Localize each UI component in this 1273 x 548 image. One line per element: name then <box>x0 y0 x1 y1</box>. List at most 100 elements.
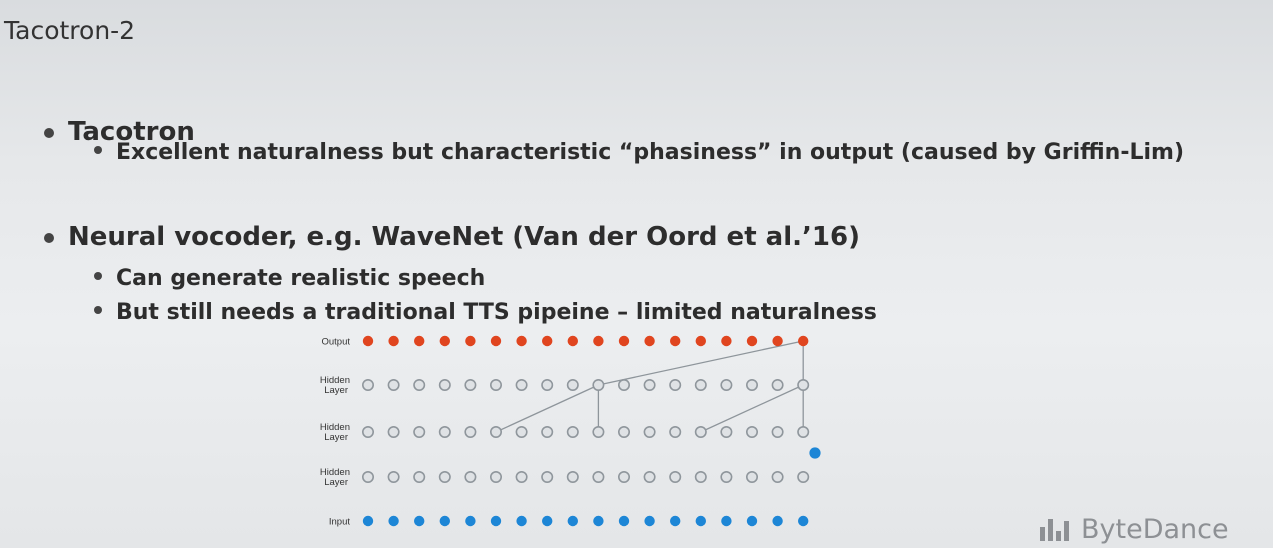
hidden-node <box>771 378 784 391</box>
bullet-text: Excellent naturalness but characteristic… <box>116 140 1184 165</box>
output-node <box>721 335 732 347</box>
hidden-node <box>669 378 682 391</box>
input-node <box>593 515 604 527</box>
input-node <box>465 515 476 527</box>
hidden-node <box>387 471 400 484</box>
output-node <box>490 335 502 347</box>
output-node <box>695 335 706 347</box>
output-node <box>746 335 758 347</box>
layer-label: Input <box>329 517 350 528</box>
input-node <box>798 515 809 527</box>
bullet-text: Can generate realistic speech <box>116 266 486 291</box>
input-node <box>414 515 425 527</box>
hidden-node <box>361 471 374 484</box>
hidden-node <box>566 426 579 439</box>
hidden-node <box>566 471 579 484</box>
output-node <box>670 335 681 347</box>
layer-label: Hidden Layer <box>320 467 350 488</box>
hidden-node <box>387 378 400 391</box>
input-node <box>695 515 706 527</box>
hidden-node <box>745 471 758 484</box>
bullet-dot <box>94 306 102 314</box>
hidden-node <box>490 378 503 391</box>
output-node <box>772 335 783 347</box>
hidden-node <box>541 378 554 391</box>
hidden-node <box>720 471 733 484</box>
input-node <box>644 515 655 527</box>
hidden-node <box>592 471 605 484</box>
input-node <box>439 515 450 527</box>
wavenet-dilated-causal-diagram: Output Hidden Layer Hidden Layer Hidden Layer I… <box>320 335 821 528</box>
hidden-node <box>745 426 758 439</box>
hidden-node <box>694 378 707 391</box>
hidden-node <box>464 471 477 484</box>
hidden-node <box>464 426 477 439</box>
bullet-text: But still needs a traditional TTS pipein… <box>116 300 877 325</box>
layer-label: Hidden Layer <box>320 375 350 396</box>
hidden-node <box>643 471 656 484</box>
bullet-text: Neural vocoder, e.g. WaveNet (Van der Oo… <box>68 222 860 252</box>
bullet-neural-vocoder: Neural vocoder, e.g. WaveNet (Van der Oo… <box>44 222 860 252</box>
hidden-node <box>617 426 630 439</box>
connection-line <box>495 384 599 433</box>
hidden-node <box>490 426 503 439</box>
hidden-node <box>387 426 400 439</box>
hidden-node <box>361 378 374 391</box>
layer-label: Hidden Layer <box>320 422 350 443</box>
hidden-node <box>438 378 451 391</box>
input-node <box>618 515 630 527</box>
hidden-node <box>592 378 605 391</box>
layer-label: Output <box>321 337 350 348</box>
sub-bullet-realistic-speech: Can generate realistic speech <box>94 262 485 296</box>
input-node <box>567 515 578 527</box>
connection-line <box>598 340 804 386</box>
hidden-node <box>720 378 733 391</box>
sub-bullet-tts-pipeline: But still needs a traditional TTS pipein… <box>94 296 877 330</box>
hidden-node <box>694 426 707 439</box>
hidden-node <box>566 378 579 391</box>
hidden-node <box>797 378 810 391</box>
bullet-dot <box>94 272 102 280</box>
output-node <box>362 335 374 347</box>
hidden-node <box>515 471 528 484</box>
bullet-tacotron: Tacotron <box>44 117 195 147</box>
hidden-node <box>694 471 707 484</box>
bullet-text: Tacotron <box>68 117 195 147</box>
hidden-node <box>643 426 656 439</box>
hidden-node <box>797 471 810 484</box>
bytedance-logo-icon <box>1040 518 1069 541</box>
output-node <box>439 335 450 347</box>
input-node <box>542 515 553 527</box>
bytedance-logo: ByteDance <box>1040 514 1229 545</box>
output-node <box>542 335 553 347</box>
input-node <box>721 515 732 527</box>
sub-bullet-phasiness: Excellent naturalness but characteristic… <box>94 136 1254 170</box>
hidden-node <box>771 426 784 439</box>
output-node <box>465 335 476 347</box>
hidden-node <box>541 471 554 484</box>
hidden-node <box>669 471 682 484</box>
hidden-node <box>745 378 758 391</box>
connection-line <box>700 384 804 433</box>
output-node <box>644 335 655 347</box>
input-node <box>388 515 399 527</box>
output-node <box>388 335 399 347</box>
hidden-node <box>720 426 733 439</box>
input-node <box>809 447 821 459</box>
hidden-node <box>361 426 374 439</box>
bullet-dot <box>94 146 102 154</box>
output-node <box>414 335 425 347</box>
output-node <box>618 335 630 347</box>
input-node <box>670 515 681 527</box>
input-node <box>772 515 783 527</box>
input-node <box>490 515 502 527</box>
output-node <box>798 335 809 347</box>
input-node <box>746 515 758 527</box>
hidden-node <box>464 378 477 391</box>
input-node <box>516 515 527 527</box>
hidden-node <box>771 471 784 484</box>
hidden-node <box>797 426 810 439</box>
hidden-node <box>541 426 554 439</box>
slide-title: Tacotron-2 <box>4 16 136 45</box>
hidden-node <box>669 426 682 439</box>
